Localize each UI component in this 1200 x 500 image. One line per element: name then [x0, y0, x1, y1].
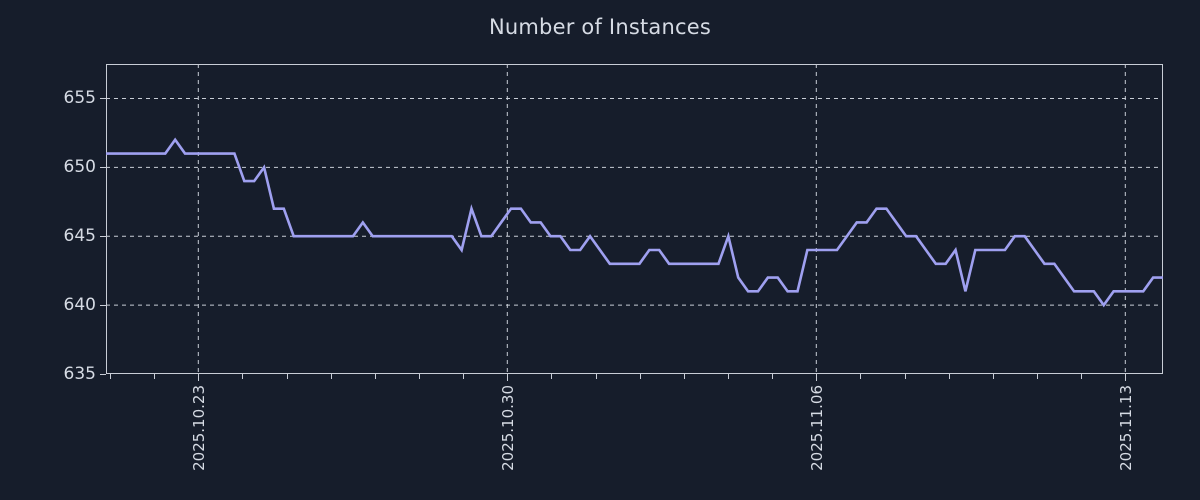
y-axis-tick-label: 650: [63, 157, 96, 178]
x-axis-tick-label: 2025.11.06: [808, 385, 827, 471]
x-axis-minor-tick-mark: [640, 374, 641, 379]
x-axis-tick-label: 2025.10.23: [190, 385, 209, 471]
y-axis-tick-mark: [100, 236, 106, 238]
x-axis-minor-tick-mark: [375, 374, 376, 379]
x-axis-minor-tick-mark: [728, 374, 729, 379]
y-axis-tick-label: 645: [63, 226, 96, 247]
x-axis-minor-tick-mark: [419, 374, 420, 379]
x-axis-minor-tick-mark: [905, 374, 906, 379]
y-axis-tick-label: 640: [63, 295, 96, 316]
y-axis-tick-label: 655: [63, 88, 96, 109]
x-axis-minor-tick-mark: [551, 374, 552, 379]
x-axis-minor-tick-mark: [463, 374, 464, 379]
x-axis-minor-tick-mark: [1081, 374, 1082, 379]
x-axis-minor-tick-mark: [287, 374, 288, 379]
x-axis-tick-mark: [507, 374, 509, 381]
y-axis-tick-mark: [100, 305, 106, 307]
x-axis-minor-tick-mark: [993, 374, 994, 379]
x-axis-tick-label: 2025.10.30: [499, 385, 518, 471]
x-axis-minor-tick-mark: [154, 374, 155, 379]
x-axis-tick-mark: [1125, 374, 1127, 381]
x-axis-minor-tick-mark: [331, 374, 332, 379]
x-axis-minor-tick-mark: [242, 374, 243, 379]
x-axis-minor-tick-mark: [949, 374, 950, 379]
y-axis-tick-mark: [100, 374, 106, 375]
x-axis-minor-tick-mark: [110, 374, 111, 379]
x-axis-tick-label: 2025.11.13: [1117, 385, 1136, 471]
x-axis-tick-mark: [816, 374, 818, 381]
x-axis-minor-tick-mark: [684, 374, 685, 379]
x-axis-minor-tick-mark: [772, 374, 773, 379]
x-axis-minor-tick-mark: [860, 374, 861, 379]
plot-area: [106, 64, 1163, 374]
y-axis-tick-mark: [100, 167, 106, 169]
x-axis-minor-tick-mark: [596, 374, 597, 379]
y-axis-tick-mark: [100, 98, 106, 100]
page-title: Number of Instances: [488, 15, 711, 39]
y-axis-tick-label: 635: [63, 364, 96, 384]
x-axis-tick-mark: [198, 374, 200, 381]
x-axis-minor-tick-mark: [1037, 374, 1038, 379]
